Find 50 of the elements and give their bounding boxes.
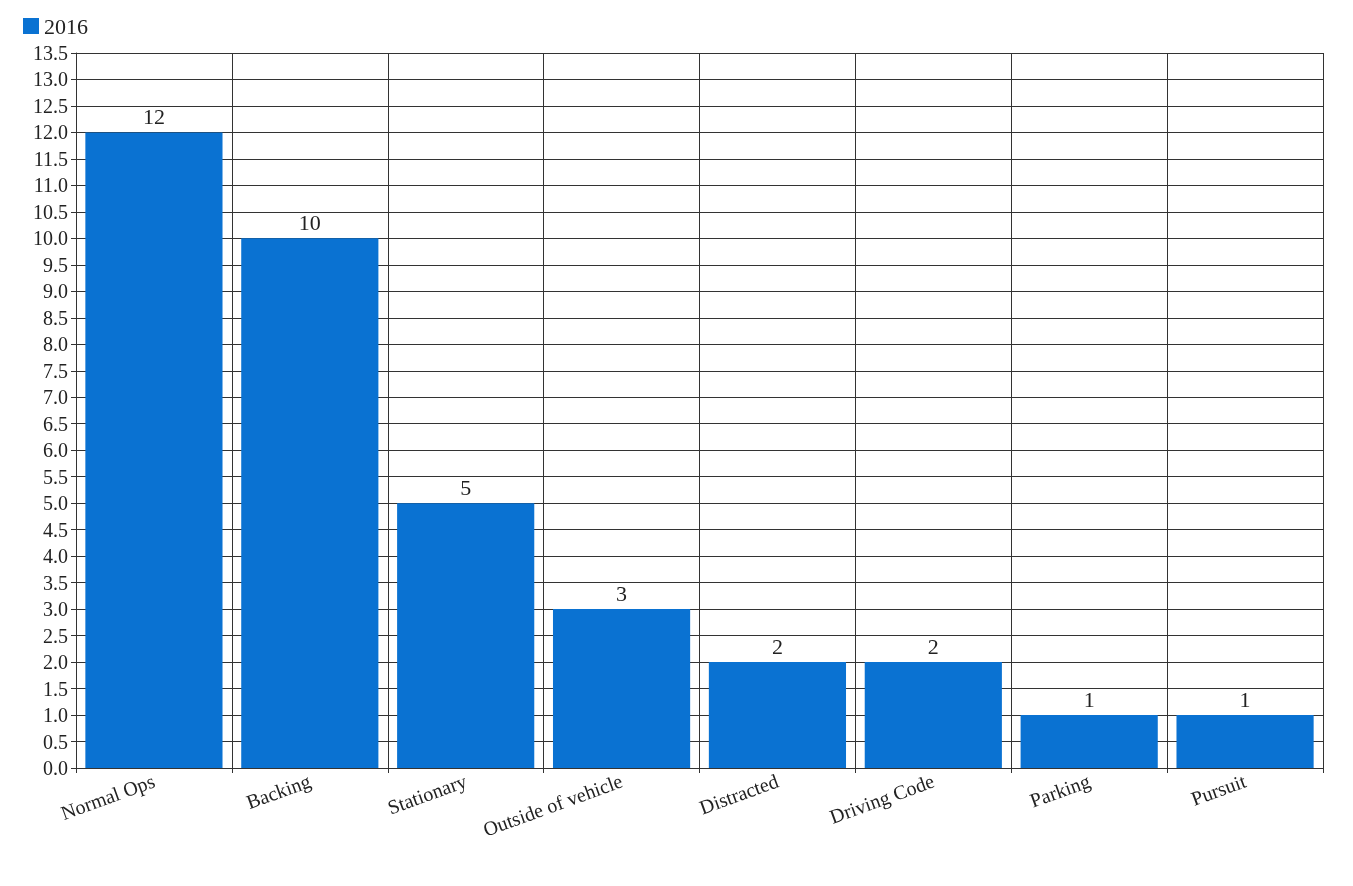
y-tick-label: 12.0	[33, 121, 68, 144]
y-tick-label: 5.0	[43, 492, 68, 515]
y-tick-label: 3.0	[43, 598, 68, 621]
bar	[708, 662, 847, 768]
y-tick-label: 12.5	[33, 94, 68, 117]
data-label: 1	[1083, 686, 1095, 712]
data-label: 5	[460, 474, 472, 500]
bar	[1020, 715, 1158, 768]
y-tick-label: 8.0	[43, 333, 68, 356]
x-tick-label: Backing	[243, 769, 314, 815]
bar	[241, 238, 379, 768]
bar	[864, 662, 1002, 768]
y-tick-label: 7.0	[43, 386, 68, 409]
data-label: 2	[771, 633, 783, 659]
y-tick-label: 9.5	[43, 253, 68, 276]
y-tick-label: 10.5	[33, 200, 68, 223]
y-tick-label: 7.5	[43, 359, 68, 382]
x-tick-label: Parking	[1026, 769, 1094, 813]
y-tick-label: 6.0	[43, 439, 68, 462]
y-tick-label: 5.5	[43, 465, 68, 488]
y-tick-label: 3.5	[43, 571, 68, 594]
y-tick-label: 13.5	[33, 42, 68, 64]
data-label: 3	[616, 580, 628, 606]
bar	[397, 503, 535, 768]
y-tick-label: 11.0	[33, 174, 68, 197]
legend-label: 2016	[44, 13, 88, 39]
x-tick-label: Outside of vehicle	[480, 769, 626, 841]
y-tick-label: 4.5	[43, 518, 68, 541]
y-tick-label: 2.0	[43, 651, 68, 674]
y-tick-label: 2.5	[43, 624, 68, 647]
x-tick-label: Driving Code	[826, 769, 938, 829]
y-tick-label: 10.0	[33, 227, 68, 250]
bar	[85, 132, 223, 768]
data-label: 10	[298, 209, 321, 235]
y-tick-label: 8.5	[43, 306, 68, 329]
bar	[1176, 715, 1314, 768]
data-label: 12	[142, 103, 165, 129]
y-tick-label: 1.5	[43, 677, 68, 700]
y-tick-label: 6.5	[43, 412, 68, 435]
y-tick-label: 0.5	[43, 730, 68, 753]
bar	[552, 609, 691, 768]
y-tick-label: 0.0	[43, 757, 68, 779]
y-tick-label: 1.0	[43, 704, 68, 727]
x-tick-label: Pursuit	[1188, 769, 1250, 810]
y-tick-label: 13.0	[33, 68, 68, 91]
y-tick-label: 9.0	[43, 280, 68, 303]
y-tick-label: 11.5	[33, 147, 68, 170]
y-tick-label: 4.0	[43, 545, 68, 568]
data-label: 2	[927, 633, 939, 659]
data-label: 1	[1239, 686, 1251, 712]
